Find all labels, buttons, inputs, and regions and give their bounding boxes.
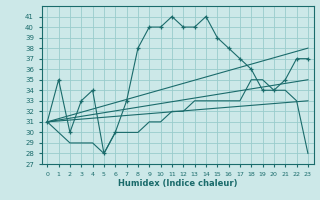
X-axis label: Humidex (Indice chaleur): Humidex (Indice chaleur) (118, 179, 237, 188)
